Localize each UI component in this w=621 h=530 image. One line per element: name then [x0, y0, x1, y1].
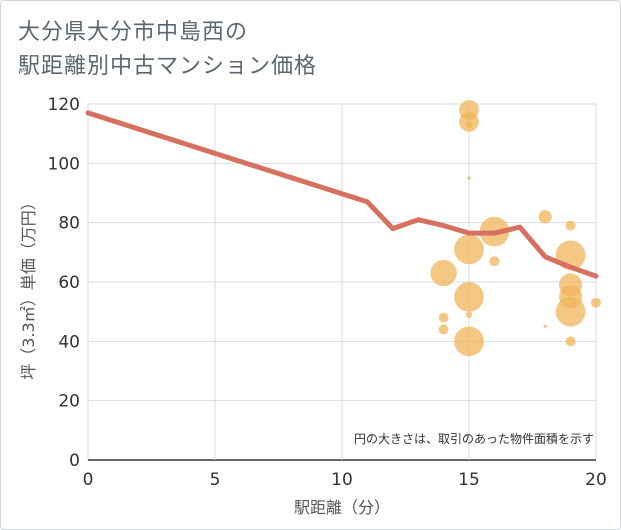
bubble [430, 259, 457, 287]
bubble [591, 297, 601, 308]
y-tick-label: 20 [58, 392, 80, 412]
grid [87, 103, 597, 461]
x-tick-label: 20 [585, 470, 607, 490]
chart-title: 大分県大分市中島西の 駅距離別中古マンション価格 [18, 16, 317, 84]
bubble [489, 256, 500, 267]
y-axis-label: 坪（3.3㎡）単価（万円） [19, 194, 38, 379]
title-line-1: 大分県大分市中島西の [18, 20, 249, 45]
bubble [454, 281, 484, 312]
bubble [538, 210, 552, 224]
trend-line [85, 110, 599, 279]
trend-layer [85, 110, 599, 279]
bubble [454, 234, 484, 265]
bubble [465, 311, 473, 318]
y-tick-label: 40 [58, 332, 80, 352]
x-tick-label: 10 [331, 470, 353, 490]
bubble [555, 296, 586, 327]
bubble [465, 121, 473, 129]
y-tick-label: 120 [48, 95, 80, 115]
bubble [454, 326, 484, 357]
y-tick-label: 80 [58, 214, 80, 234]
x-axis-label: 駅距離（分） [294, 498, 390, 517]
x-tick-label: 15 [458, 470, 480, 490]
bubble [438, 324, 449, 335]
title-line-2: 駅距離別中古マンション価格 [18, 54, 318, 79]
x-tick-label: 0 [83, 470, 94, 490]
y-tick-label: 100 [48, 154, 80, 174]
bubble [565, 336, 576, 347]
bubble [565, 220, 576, 231]
bubble [467, 176, 471, 180]
bubble [438, 312, 449, 323]
tick-layer: 0 20 40 60 80 100 120 0 5 10 15 20 [48, 95, 607, 490]
y-tick-label: 60 [58, 273, 80, 293]
x-tick-label: 5 [210, 470, 221, 490]
size-note: 円の大きさは、取引のあった物件面積を示す [354, 431, 594, 446]
bubble [543, 324, 547, 329]
y-tick-label: 0 [69, 451, 80, 471]
